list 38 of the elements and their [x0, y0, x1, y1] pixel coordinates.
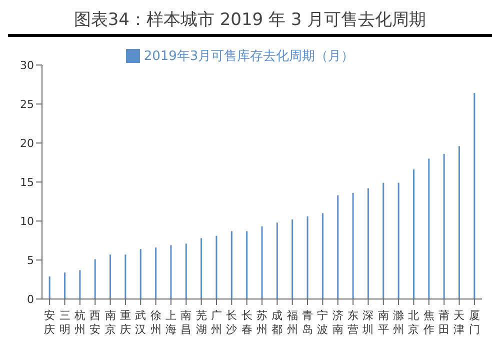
x-tick-label: 上海 [165, 309, 176, 336]
y-tick-label: 20 [20, 136, 34, 150]
x-tick-label: 杭州 [73, 309, 86, 336]
x-tick-label: 北京 [408, 309, 420, 336]
x-tick-label: 天津 [454, 309, 465, 336]
x-tick-label: 苏州 [256, 309, 268, 336]
x-tick-label: 青岛 [302, 309, 314, 336]
x-tick-label: 重庆 [120, 309, 131, 336]
x-tick-label: 徐州 [150, 309, 162, 336]
y-tick-label: 10 [20, 214, 34, 228]
x-tick-label: 南昌 [180, 309, 192, 336]
x-tick-label: 芜湖 [196, 309, 207, 336]
x-tick-label: 宁波 [317, 309, 328, 336]
x-tick-label: 长沙 [226, 309, 238, 336]
x-tick-label: 西安 [90, 309, 101, 336]
x-tick-label: 东营 [348, 309, 359, 336]
y-tick-label: 30 [20, 58, 34, 72]
x-tick-label: 三明 [59, 309, 70, 336]
x-tick-label: 成都 [272, 309, 283, 336]
x-tick-label: 深圳 [362, 309, 374, 336]
x-tick-label: 南京 [104, 309, 116, 336]
x-tick-label: 南平 [378, 309, 389, 336]
x-tick-label: 安庆 [44, 309, 56, 336]
x-tick-label: 长春 [241, 309, 252, 336]
y-tick-label: 0 [27, 292, 34, 306]
x-tick-label: 广州 [210, 309, 222, 336]
y-tick-label: 25 [20, 98, 34, 111]
x-tick-label: 福州 [286, 309, 298, 336]
x-tick-label: 莆田 [438, 309, 450, 336]
y-tick-label: 15 [20, 176, 34, 189]
x-tick-label: 焦作 [422, 309, 434, 336]
y-tick-label: 5 [27, 254, 34, 267]
legend-label: 2019年3月可售库存去化周期（月） [144, 49, 354, 64]
x-tick-label: 济南 [332, 309, 344, 336]
x-tick-label: 厦门 [468, 309, 480, 336]
x-tick-label: 滁州 [393, 309, 404, 336]
chart-title: 图表34：样本城市 2019 年 3 月可售去化周期 [8, 8, 492, 37]
x-tick-label: 武汉 [135, 309, 146, 336]
